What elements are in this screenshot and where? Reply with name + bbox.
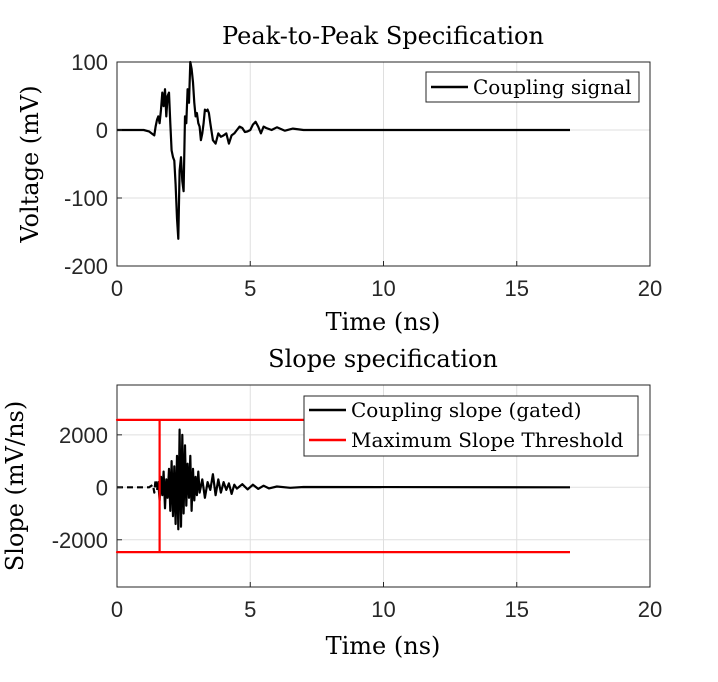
x-axis-label: Time (ns) [326, 308, 441, 336]
x-tick-label: 10 [371, 597, 395, 622]
series-line-maximum-slope-threshold [115, 418, 570, 554]
chart-title: Slope specification [268, 345, 498, 373]
series-line-coupling-slope-gated [155, 428, 571, 531]
tick-labels: 0 5 10 15 20 -2000 0 2000 [52, 423, 663, 622]
x-tick-label: 0 [111, 276, 123, 301]
y-tick-label: -100 [64, 186, 108, 211]
legend-box [303, 395, 639, 457]
series-line-coupling-signal [117, 60, 570, 240]
legend-label-coupling-signal: Coupling signal [473, 75, 632, 99]
y-axis-label: Slope (mV/ns) [1, 401, 29, 571]
legend-label-coupling-slope: Coupling slope (gated) [351, 398, 582, 422]
x-tick-label: 5 [244, 597, 256, 622]
x-axis-label: Time (ns) [326, 632, 441, 660]
y-tick-label: 100 [71, 50, 108, 75]
chart-title: Peak-to-Peak Specification [222, 22, 544, 50]
x-tick-label: 20 [638, 597, 662, 622]
legend: Coupling slope (gated) Maximum Slope Thr… [303, 395, 639, 457]
series-layer [117, 60, 570, 240]
legend: Coupling signal [425, 71, 640, 103]
x-tick-label: 20 [638, 276, 662, 301]
tick-labels: 0 5 10 15 20 -200 -100 0 100 [64, 50, 662, 301]
x-tick-label: 0 [111, 597, 123, 622]
y-axis-label: Voltage (mV) [16, 85, 44, 243]
peak-to-peak-chart: Peak-to-Peak Specification 0 5 10 15 20 -200 -… [16, 22, 662, 336]
series-line-coupling-slope-gated-dashed [117, 478, 159, 494]
x-tick-label: 15 [505, 276, 529, 301]
x-tick-label: 10 [371, 276, 395, 301]
legend-label-max-slope-threshold: Maximum Slope Threshold [351, 428, 624, 452]
x-tick-label: 15 [505, 597, 529, 622]
slope-chart: Slope specification 0 5 10 15 20 -2000 0 2000 T… [1, 345, 662, 660]
series-layer [115, 418, 571, 554]
y-tick-label: 0 [96, 475, 108, 500]
y-tick-label: -200 [64, 254, 108, 279]
y-tick-label: 2000 [59, 423, 108, 448]
y-tick-label: 0 [96, 118, 108, 143]
x-tick-label: 5 [244, 276, 256, 301]
y-tick-label: -2000 [52, 528, 108, 553]
